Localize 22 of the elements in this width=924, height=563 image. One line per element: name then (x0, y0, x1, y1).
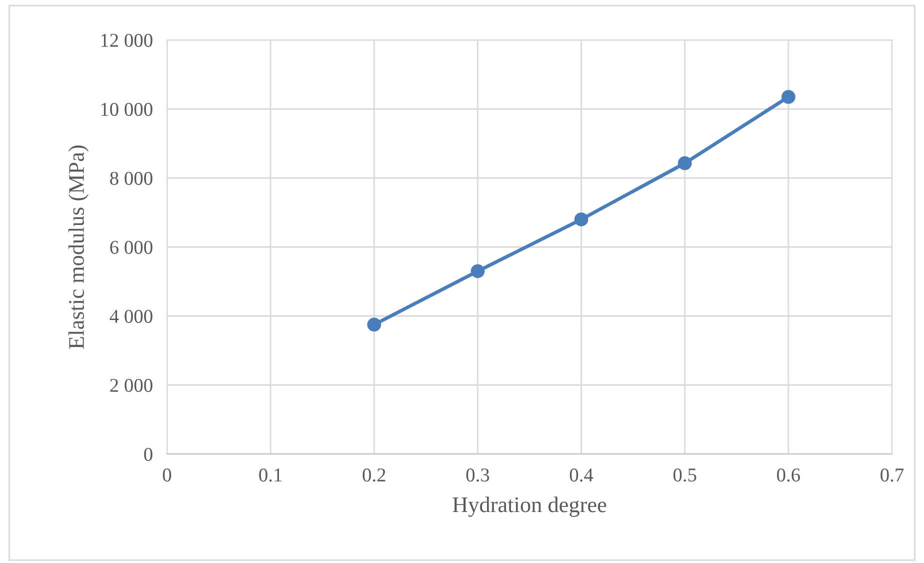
point (574, 212, 588, 226)
y-tick-label: 6 000 (110, 240, 152, 254)
point (470, 264, 485, 278)
x-tick-label: 0.2 (362, 468, 386, 482)
point (367, 318, 382, 332)
x-tick-label: 0 (162, 468, 172, 482)
y-tick-label: 10 000 (101, 102, 152, 116)
point (781, 90, 796, 104)
x-tick-label: 0.6 (777, 468, 800, 482)
x-tick-label: 0.1 (259, 468, 282, 482)
x-axis-title: Hydration degree (452, 496, 606, 517)
x-tick-label: 0.3 (466, 468, 490, 482)
y-tick-label: 2 000 (110, 378, 152, 392)
y-tick-label: 4 000 (110, 310, 152, 323)
x-tick-label: 0.4 (570, 468, 594, 482)
point (678, 156, 692, 170)
y-axis-title: Elastic modulus (MPa) (68, 146, 89, 349)
y-tick-label: 12 000 (101, 34, 152, 47)
x-tick-label: 0.7 (880, 468, 904, 482)
y-tick-label: 8 000 (110, 172, 152, 185)
x-tick-label: 0.5 (673, 468, 696, 482)
y-tick-label: 0 (144, 448, 152, 461)
